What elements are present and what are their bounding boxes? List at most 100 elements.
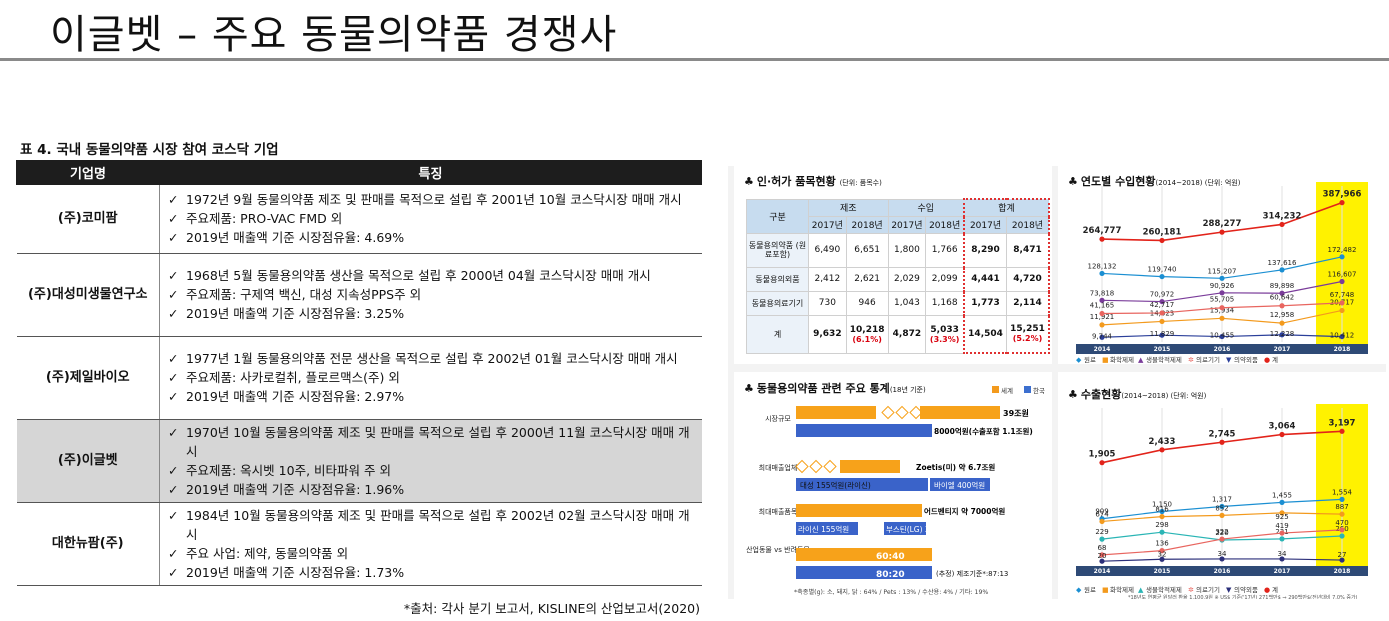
legend-label: 세계 bbox=[1001, 386, 1013, 395]
legend-item: ● 계 bbox=[1264, 355, 1278, 364]
legend-item: ■ 화학제제 bbox=[1102, 585, 1134, 594]
license-title: ♣ 인·허가 품목현황 (단위: 품목수) bbox=[744, 175, 882, 188]
data-label: 3,064 bbox=[1269, 422, 1296, 432]
legend-item: 세계 bbox=[992, 386, 1013, 395]
lic-value: 946 bbox=[858, 298, 876, 308]
data-point bbox=[1159, 237, 1165, 244]
data-point bbox=[1279, 530, 1285, 536]
legend-marker-icon: ▲ bbox=[1138, 586, 1144, 594]
legend-label: 원료 bbox=[1084, 355, 1096, 364]
lic-cell: 4,720 bbox=[1006, 266, 1051, 292]
lic-value: 1,043 bbox=[894, 298, 920, 308]
world-ratio-bar bbox=[796, 548, 932, 561]
data-point bbox=[1159, 298, 1165, 305]
legend-marker-icon: ✲ bbox=[1188, 356, 1194, 364]
legend-item: 한국 bbox=[1024, 386, 1045, 395]
check-icon: ✓ bbox=[168, 424, 179, 440]
feature-text: 1968년 5월 동물용의약품 생산을 목적으로 설립 후 2000년 04월 … bbox=[186, 268, 651, 283]
year-tick-label: 2015 bbox=[1154, 568, 1171, 575]
data-point bbox=[1159, 273, 1165, 280]
data-label: 115,207 bbox=[1208, 267, 1237, 275]
data-point bbox=[1339, 333, 1345, 340]
lic-cell: 2,412 bbox=[808, 266, 847, 292]
lic-cell: 10,218 (6.1%) bbox=[845, 314, 889, 354]
legend-label: 의약외품 bbox=[1234, 585, 1258, 594]
check-icon: ✓ bbox=[168, 389, 179, 404]
data-point bbox=[1159, 513, 1165, 520]
lic-cell: 1,043 bbox=[887, 290, 927, 316]
feature-item: ✓ 1970년 10월 동물용의약품 제조 및 판매를 목적으로 설립 후 200… bbox=[168, 423, 696, 461]
data-point bbox=[1099, 297, 1105, 303]
lic-cell: 8,290 bbox=[963, 232, 1008, 268]
lic-cell: 2,114 bbox=[1006, 290, 1051, 316]
lic-cell: 946 bbox=[845, 290, 889, 316]
legend-marker-icon: ◆ bbox=[1076, 586, 1082, 594]
data-point bbox=[1339, 557, 1345, 563]
company-features: ✓ 1984년 10월 동물용의약품 제조 및 판매를 목적으로 설립 후 200… bbox=[159, 502, 702, 586]
lic-h-category: 구분 bbox=[746, 198, 809, 234]
data-point bbox=[1159, 508, 1165, 515]
legend-item: ● 계 bbox=[1264, 585, 1278, 594]
lic-h-manufacture: 제조 bbox=[808, 198, 889, 217]
feature-item: ✓ 주요제품: 사카로컬취, 플로르맥스(주) 외 bbox=[168, 368, 696, 387]
lic-value: 8,471 bbox=[1013, 245, 1042, 255]
legend-label: 의료기기 bbox=[1196, 585, 1220, 594]
data-label: 12,958 bbox=[1270, 311, 1295, 319]
company-features: ✓ 1977년 1월 동물용의약품 전문 생산을 목적으로 설립 후 2002년 … bbox=[159, 336, 702, 420]
lic-year-header: 2017년 bbox=[963, 215, 1008, 234]
data-label: 128,132 bbox=[1088, 262, 1117, 270]
legend-label: 생물학적제제 bbox=[1146, 585, 1182, 594]
bar-break-icon bbox=[795, 459, 809, 474]
legend-marker-icon: ◆ bbox=[1076, 356, 1082, 364]
lic-value: 2,621 bbox=[854, 274, 881, 284]
feature-item: ✓ 주요제품: PRO-VAC FMD 외 bbox=[168, 209, 696, 228]
check-icon: ✓ bbox=[168, 268, 179, 283]
data-point bbox=[1099, 322, 1105, 328]
legend-item: ▲ 생물학적제제 bbox=[1138, 585, 1182, 594]
data-point bbox=[1099, 236, 1105, 242]
data-point bbox=[1159, 332, 1165, 338]
feature-item: ✓ 1972년 9월 동물의약품 제조 및 판매를 목적으로 설립 후 2001년… bbox=[168, 190, 696, 209]
legend-item: ▲ 생물학적제제 bbox=[1138, 355, 1182, 364]
world-bar bbox=[796, 406, 876, 419]
feature-item: ✓ 1984년 10월 동물용의약품 제조 및 판매를 목적으로 설립 후 200… bbox=[168, 506, 696, 544]
data-point bbox=[1099, 460, 1105, 466]
feature-text: 2019년 매출액 기준 시장점유율: 2.97% bbox=[186, 389, 405, 404]
club-icon: ♣ bbox=[1068, 175, 1078, 188]
lic-row: 계 9,632 10,218 (6.1%) 4,872 5,033 (3.3%) 14,504… bbox=[746, 314, 1051, 354]
data-label: 2,433 bbox=[1149, 437, 1176, 447]
lic-cell: 1,168 bbox=[925, 290, 965, 316]
export-chart-title: ♣ 수출현황(2014~2018) (단위: 억원) bbox=[1068, 388, 1207, 401]
lic-value: 14,504 bbox=[968, 328, 1003, 339]
check-icon: ✓ bbox=[168, 287, 179, 302]
data-label: 314,232 bbox=[1263, 211, 1302, 221]
check-icon: ✓ bbox=[168, 462, 179, 478]
data-label: 2,745 bbox=[1209, 429, 1236, 439]
year-tick-label: 2015 bbox=[1154, 346, 1171, 353]
data-point bbox=[1219, 275, 1225, 281]
legend-label: 계 bbox=[1272, 355, 1278, 364]
competitor-table: 기업명 특징 (주)코미팜 ✓ 1972년 9월 동물의약품 제조 및 판매를 목적… bbox=[16, 160, 702, 586]
company-features: ✓ 1970년 10월 동물용의약품 제조 및 판매를 목적으로 설립 후 200… bbox=[159, 419, 702, 503]
data-label: 34 bbox=[1218, 550, 1227, 558]
lic-row-label: 동물용의료기기 bbox=[746, 290, 809, 316]
lic-cell: 730 bbox=[808, 290, 847, 316]
legend-marker-icon: ■ bbox=[1102, 356, 1109, 364]
data-label: 41,165 bbox=[1090, 302, 1115, 310]
data-label: 137,616 bbox=[1268, 259, 1297, 267]
lic-year-header: 2017년 bbox=[887, 215, 927, 234]
data-point bbox=[1219, 290, 1225, 296]
data-point bbox=[1219, 305, 1225, 311]
feature-item: ✓ 1968년 5월 동물용의약품 생산을 목적으로 설립 후 2000년 04월… bbox=[168, 266, 696, 285]
legend-label: 한국 bbox=[1033, 387, 1045, 395]
legend-item: ▼ 의약외품 bbox=[1226, 355, 1258, 364]
year-tick-label: 2016 bbox=[1214, 346, 1231, 353]
data-point bbox=[1159, 548, 1165, 554]
stat-row-label: 시장규모 bbox=[765, 414, 791, 423]
check-icon: ✓ bbox=[168, 211, 179, 226]
feature-text: 2019년 매출액 기준 시장점유율: 3.25% bbox=[186, 306, 405, 321]
data-point bbox=[1279, 303, 1285, 309]
check-icon: ✓ bbox=[168, 564, 179, 580]
data-label: 9,744 bbox=[1092, 332, 1113, 340]
